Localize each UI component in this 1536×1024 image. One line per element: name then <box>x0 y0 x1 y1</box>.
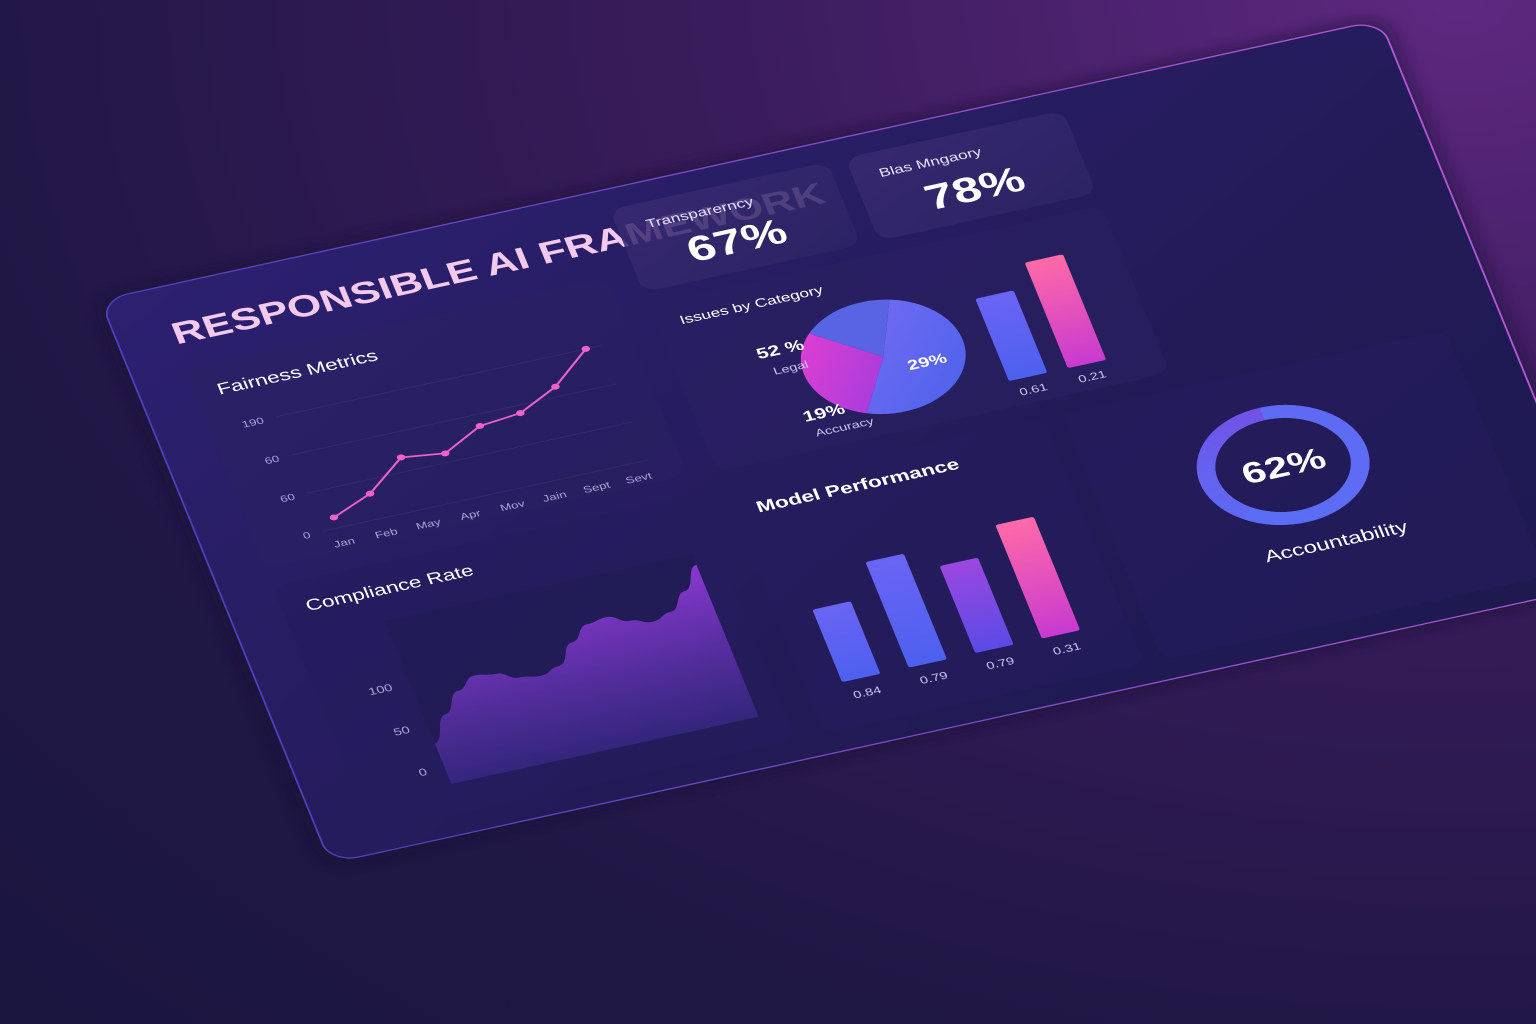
data-point <box>365 490 375 497</box>
compliance-area <box>434 564 759 784</box>
data-point <box>475 423 485 429</box>
model-performance-bar-chart: 0.840.790.790.31 <box>813 517 1083 701</box>
x-tick-label: Jan <box>332 536 356 550</box>
grid-line <box>307 421 633 494</box>
performance-bar <box>866 554 947 668</box>
data-point <box>329 514 339 521</box>
data-point <box>516 410 525 417</box>
fairness-series-line <box>333 348 587 519</box>
y-tick-label: 0 <box>302 531 313 542</box>
accountability-gauge: 62% <box>1196 404 1370 525</box>
performance-bar <box>813 601 880 682</box>
pie-slice <box>800 333 884 414</box>
issues-bar <box>1025 254 1106 368</box>
accountability-card: 62% Accountability <box>1065 332 1536 658</box>
performance-bar <box>995 517 1080 639</box>
grid-line <box>291 383 617 456</box>
fairness-metrics-card: Fairness Metrics 19060600JanFebMayAprMov… <box>188 280 684 565</box>
y-tick-label: 50 <box>392 724 412 738</box>
gauge-fill <box>1196 404 1370 525</box>
performance-bar <box>940 558 1013 653</box>
data-point <box>396 454 406 461</box>
pie-slice <box>809 299 890 357</box>
pie-slice <box>866 299 966 415</box>
grid-line <box>275 345 602 418</box>
y-tick-label: 60 <box>263 454 281 466</box>
x-tick-label: Apr <box>459 509 483 523</box>
kpi-card-bias[interactable]: Blas Mngaory 78% <box>845 110 1096 240</box>
x-tick-label: Feb <box>374 527 400 541</box>
y-tick-label: 100 <box>367 682 395 698</box>
data-point <box>440 450 450 457</box>
data-point <box>581 345 591 352</box>
y-tick-label: 190 <box>241 416 266 430</box>
issues-pie-chart: 52 %Legal 29%19%Accuracy <box>753 299 966 439</box>
issues-by-category-card: Issues by Category 52 %Legal 29%19%Accura… <box>652 208 1167 470</box>
data-point <box>551 383 560 390</box>
y-tick-label: 60 <box>279 492 297 504</box>
kpi-card-transparency[interactable]: Transparerncy 67% <box>610 162 861 292</box>
model-performance-card: Model Performance 0.840.790.790.31 <box>727 420 1141 732</box>
issues-bar <box>975 290 1047 381</box>
grid-line <box>322 459 649 532</box>
